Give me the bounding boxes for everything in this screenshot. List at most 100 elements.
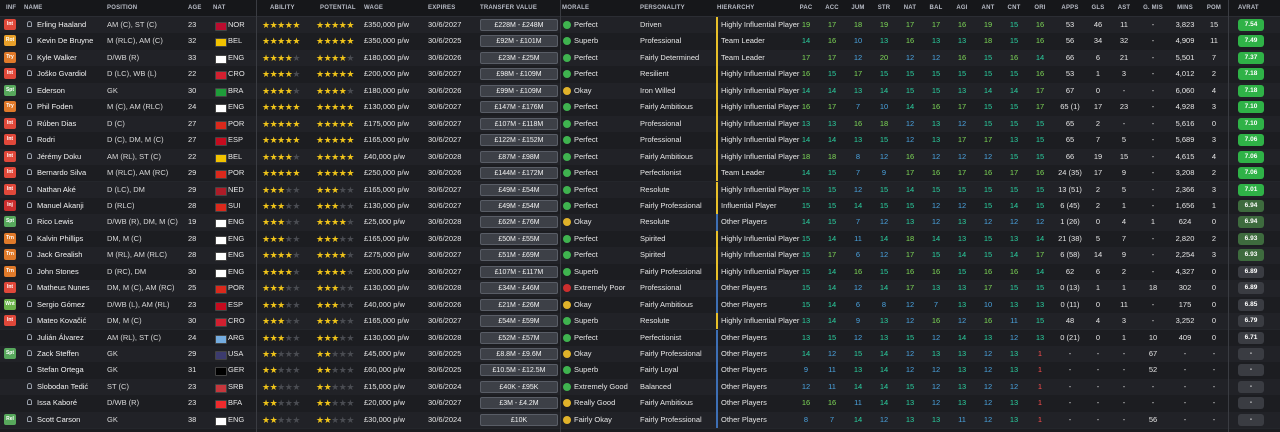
header-gls[interactable]: GLS (1091, 5, 1105, 11)
header-apps[interactable]: APPS (1061, 5, 1079, 11)
info-badge[interactable]: Spt (4, 216, 16, 228)
player-name[interactable]: Julián Álvarez (37, 332, 84, 342)
player-name[interactable]: Jérémy Doku (37, 151, 82, 161)
transfer-value[interactable]: £107M - £118M (480, 117, 558, 130)
player-name[interactable]: Bernardo Silva (37, 168, 87, 178)
table-row[interactable]: Rel Scott Carson GK 38 ENG ★★★★★ ★★★★★ £30,000 … (0, 411, 1280, 430)
player-name[interactable]: John Stones (37, 266, 79, 276)
player-name[interactable]: Scott Carson (37, 414, 81, 424)
info-badge[interactable]: Wnt (4, 298, 16, 310)
player-name[interactable]: Stefan Ortega (37, 365, 84, 375)
info-badge[interactable]: Int (4, 117, 16, 129)
info-badge[interactable]: Trn (4, 232, 16, 244)
player-name[interactable]: Jack Grealish (37, 250, 83, 260)
transfer-value[interactable]: £107M - £117M (480, 265, 558, 278)
table-row[interactable]: Int Rúben Dias D (C) 27 POR ★★★★★ ★★★★★ £175,00… (0, 115, 1280, 134)
player-name[interactable]: Zack Steffen (37, 349, 79, 358)
header-morale[interactable]: MORALE (562, 5, 590, 11)
table-row[interactable]: Spt Rico Lewis D/WB (R), DM, M (C) 19 ENG ★★★… (0, 214, 1280, 232)
transfer-value[interactable]: £228M - £248M (480, 19, 558, 31)
table-row[interactable]: Int Jérémy Doku AM (RL), ST (C) 22 BEL ★★★★★ ★… (0, 148, 1280, 166)
header-nat-attr[interactable]: NAT (903, 5, 917, 11)
transfer-value[interactable]: £3M - £4.2M (480, 397, 558, 410)
player-name[interactable]: Rico Lewis (37, 217, 74, 227)
header-age[interactable]: AGE (188, 5, 202, 11)
transfer-value[interactable]: £99M - £109M (480, 84, 558, 97)
transfer-value[interactable]: £144M - £172M (480, 167, 558, 180)
header-ast[interactable]: AST (1117, 5, 1131, 11)
header-nat[interactable]: NAT (213, 5, 226, 11)
player-name[interactable]: Slobodan Tedić (37, 381, 89, 391)
transfer-value[interactable]: £52M - £57M (480, 331, 558, 344)
header-name[interactable]: NAME (24, 5, 43, 11)
header-ori[interactable]: ORI (1034, 5, 1046, 11)
player-name[interactable]: Joško Gvardiol (37, 69, 87, 79)
transfer-value[interactable]: £98M - £109M (480, 68, 558, 81)
header-pac[interactable]: PAC (799, 5, 813, 11)
table-row[interactable]: Trn John Stones D (RC), DM 30 ENG ★★★★★ ★★★★★ £… (0, 263, 1280, 282)
header-inf[interactable]: INF (6, 5, 17, 11)
table-row[interactable]: Stefan Ortega GK 31 GER ★★★★★ ★★★★★ £60,000 p/… (0, 362, 1280, 380)
table-row[interactable]: Int Matheus Nunes DM, M (C), AM (RC) 25 POR ★… (0, 280, 1280, 298)
table-row[interactable]: Issa Kaboré D/WB (R) 23 BFA ★★★★★ ★★★★★ £20,00… (0, 395, 1280, 413)
table-row[interactable]: Int Rodri D (C), DM, M (C) 27 ESP ★★★★★ ★★★★★ £… (0, 132, 1280, 150)
info-badge[interactable]: Rot (4, 35, 16, 47)
header-cnt[interactable]: CNT (1007, 5, 1021, 11)
info-badge[interactable]: Int (4, 19, 16, 30)
transfer-value[interactable]: £92M - £101M (480, 35, 558, 48)
player-name[interactable]: Kyle Walker (37, 52, 77, 62)
player-name[interactable]: Mateo Kovačić (37, 316, 87, 326)
info-badge[interactable]: Int (4, 315, 16, 327)
table-row[interactable]: Trn Jack Grealish M (RL), AM (RLC) 28 ENG ★★★… (0, 247, 1280, 265)
table-row[interactable]: Inj Manuel Akanji D (RLC) 28 SUI ★★★★★ ★★★★★ £1… (0, 197, 1280, 216)
header-potential[interactable]: POTENTIAL (320, 5, 356, 11)
transfer-value[interactable]: £122M - £152M (480, 134, 558, 147)
header-gmis[interactable]: G. MIS (1143, 5, 1163, 11)
info-badge[interactable]: Spt (4, 348, 16, 359)
table-row[interactable]: Try Phil Foden M (C), AM (RLC) 24 ENG ★★★★★ ★★… (0, 99, 1280, 117)
header-ability[interactable]: ABILITY (270, 5, 295, 11)
transfer-value[interactable]: £21M - £26M (480, 298, 558, 311)
header-jum[interactable]: JUM (851, 5, 865, 11)
transfer-value[interactable]: £49M - £54M (480, 183, 558, 196)
table-row[interactable]: Int Nathan Aké D (LC), DM 29 NED ★★★★★ ★★★★★ £1… (0, 181, 1280, 199)
info-badge[interactable]: Int (4, 68, 16, 80)
transfer-value[interactable]: £87M - £98M (480, 150, 558, 163)
header-position[interactable]: POSITION (107, 5, 138, 11)
info-badge[interactable]: Int (4, 134, 16, 146)
header-avrat[interactable]: AVRAT (1238, 5, 1259, 11)
player-name[interactable]: Rúben Dias (37, 118, 77, 128)
table-row[interactable]: Spt Ederson GK 30 BRA ★★★★★ ★★★★★ £180,000 p/w 3… (0, 82, 1280, 101)
info-badge[interactable]: Spt (4, 84, 16, 96)
header-pom[interactable]: POM (1206, 5, 1222, 11)
transfer-value[interactable]: £147M - £176M (480, 101, 558, 114)
player-name[interactable]: Rodri (37, 135, 55, 145)
info-badge[interactable]: Int (4, 282, 16, 294)
info-badge[interactable]: Try (4, 51, 16, 63)
transfer-value[interactable]: £10K (480, 413, 558, 426)
header-personality[interactable]: PERSONALITY (640, 5, 685, 11)
info-badge[interactable]: Inj (4, 199, 16, 211)
transfer-value[interactable]: £23M - £25M (480, 51, 558, 64)
transfer-value[interactable]: £54M - £59M (480, 315, 558, 328)
table-row[interactable]: Int Joško Gvardiol D (LC), WB (L) 22 CRO ★★★★… (0, 66, 1280, 84)
transfer-value[interactable]: £40K - £95K (480, 380, 558, 393)
player-name[interactable]: Issa Kaboré (37, 398, 78, 408)
transfer-value[interactable]: £62M - £76M (480, 216, 558, 229)
info-badge[interactable]: Int (4, 183, 16, 195)
player-name[interactable]: Matheus Nunes (37, 283, 90, 293)
header-hierarchy[interactable]: HIERARCHY (717, 5, 755, 11)
header-mins[interactable]: MINS (1177, 5, 1193, 11)
header-acc[interactable]: ACC (825, 5, 839, 11)
header-transfer-value[interactable]: TRANSFER VALUE (480, 5, 538, 11)
table-row[interactable]: Wnt Sergio Gómez D/WB (L), AM (RL) 23 ESP ★★★… (0, 296, 1280, 315)
info-badge[interactable]: Try (4, 101, 16, 113)
table-row[interactable]: Int Erling Haaland AM (C), ST (C) 23 NOR ★★★★… (0, 17, 1280, 35)
transfer-value[interactable]: £51M - £69M (480, 249, 558, 262)
info-badge[interactable]: Trn (4, 265, 16, 277)
player-name[interactable]: Erling Haaland (37, 20, 87, 29)
info-badge[interactable]: Rel (4, 413, 16, 425)
table-row[interactable]: Int Mateo Kovačić DM, M (C) 30 CRO ★★★★★ ★★★★★… (0, 313, 1280, 331)
transfer-value[interactable]: £10.5M - £12.5M (480, 364, 558, 377)
header-wage[interactable]: WAGE (364, 5, 384, 11)
